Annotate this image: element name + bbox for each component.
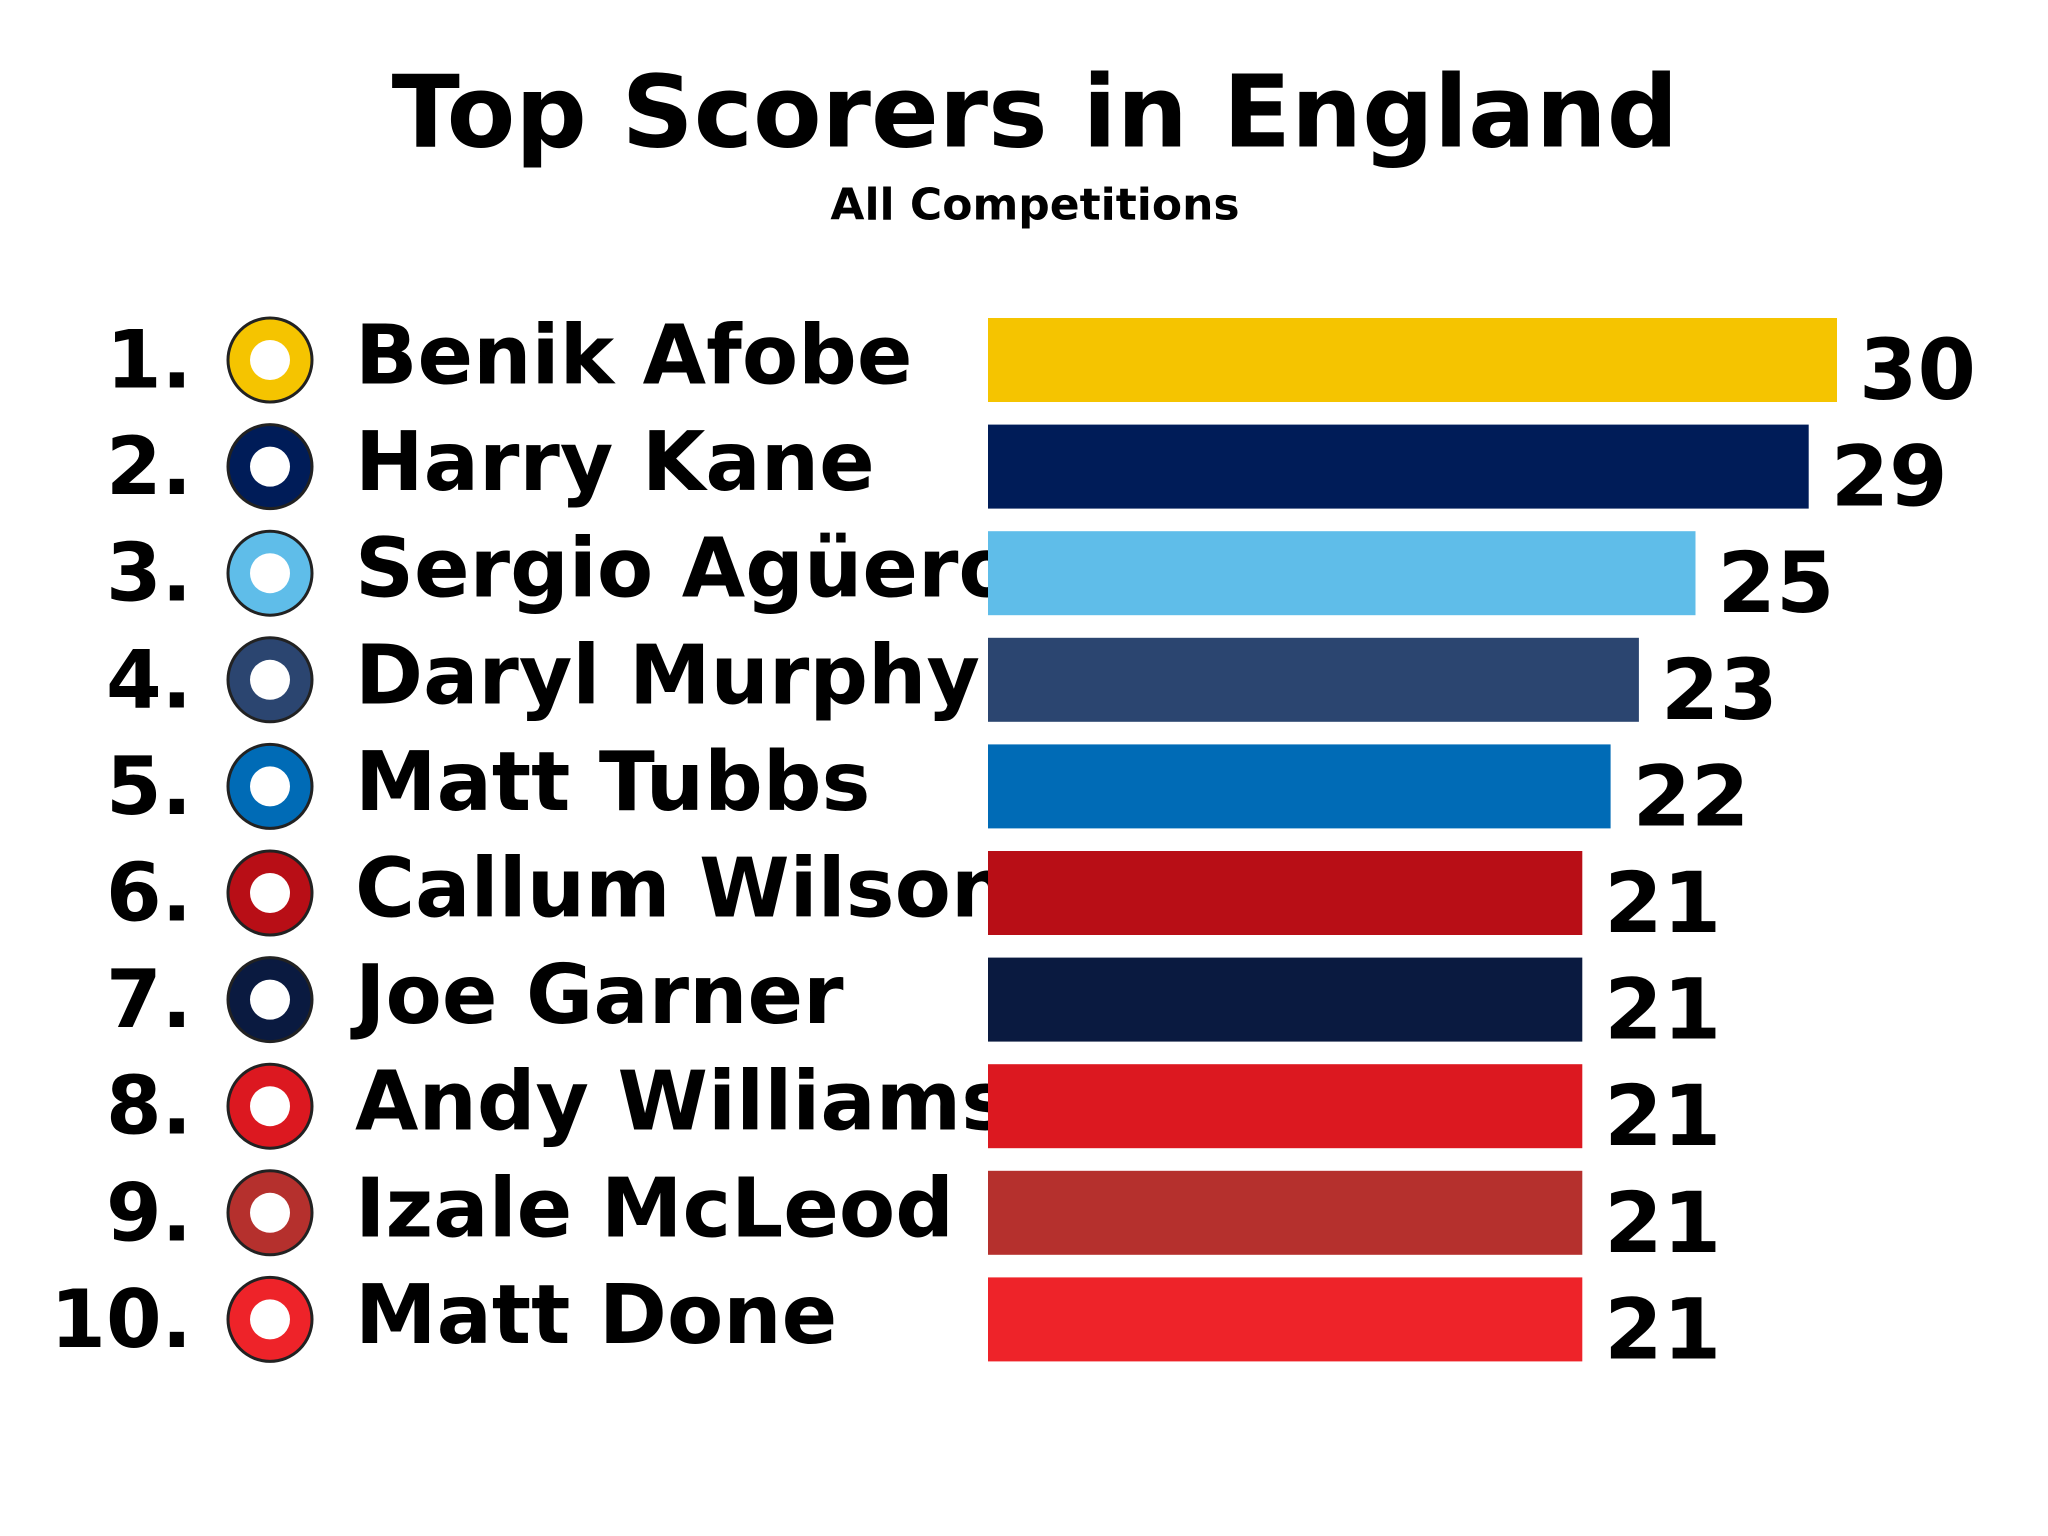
value-label: 21 bbox=[1604, 1280, 1721, 1378]
bar bbox=[988, 1277, 1583, 1362]
value-label: 21 bbox=[1604, 1067, 1721, 1165]
rank-label: 7. bbox=[106, 953, 192, 1046]
rank-label: 5. bbox=[106, 740, 192, 833]
rank-label: 10. bbox=[50, 1273, 192, 1366]
player-name: Andy Williams bbox=[355, 1055, 1010, 1150]
bar bbox=[988, 744, 1611, 829]
chart-subtitle: All Competitions bbox=[830, 180, 1239, 231]
bar bbox=[988, 318, 1837, 402]
player-name: Joe Garner bbox=[350, 948, 844, 1043]
value-label: 30 bbox=[1859, 321, 1976, 419]
club-badge-inner bbox=[250, 553, 290, 594]
value-label: 21 bbox=[1604, 854, 1721, 952]
value-label: 23 bbox=[1661, 641, 1778, 739]
value-label: 25 bbox=[1718, 534, 1835, 632]
player-name: Callum Wilson bbox=[355, 842, 1009, 937]
player-name: Harry Kane bbox=[355, 415, 875, 510]
club-badge-inner bbox=[250, 766, 290, 807]
bar bbox=[988, 424, 1809, 509]
value-label: 29 bbox=[1831, 428, 1948, 526]
value-label: 22 bbox=[1633, 747, 1750, 845]
player-name: Izale McLeod bbox=[355, 1161, 954, 1256]
rank-label: 3. bbox=[106, 527, 192, 620]
bar bbox=[988, 1064, 1583, 1149]
player-name: Benik Afobe bbox=[355, 309, 912, 404]
club-badge-inner bbox=[250, 1299, 290, 1340]
player-name: Matt Done bbox=[355, 1268, 837, 1363]
bar bbox=[988, 957, 1583, 1042]
club-badge-inner bbox=[250, 873, 290, 913]
rank-label: 4. bbox=[106, 633, 192, 726]
value-label: 21 bbox=[1604, 1174, 1721, 1272]
club-badge-inner bbox=[250, 446, 290, 487]
bar bbox=[988, 851, 1583, 935]
chart-title: Top Scorers in England bbox=[392, 54, 1679, 171]
value-label: 21 bbox=[1604, 961, 1721, 1059]
club-badge-inner bbox=[250, 979, 290, 1020]
bar bbox=[988, 1170, 1583, 1255]
player-name: Matt Tubbs bbox=[355, 735, 870, 830]
rank-label: 9. bbox=[106, 1166, 192, 1259]
rank-label: 6. bbox=[106, 847, 192, 940]
bar bbox=[988, 531, 1696, 616]
bar bbox=[988, 637, 1639, 722]
rank-label: 8. bbox=[106, 1060, 192, 1153]
club-badge-inner bbox=[250, 659, 290, 700]
player-name: Daryl Murphy bbox=[355, 628, 980, 723]
rank-label: 1. bbox=[106, 314, 192, 407]
player-name: Sergio Agüero bbox=[355, 522, 1015, 617]
club-badge-inner bbox=[250, 340, 290, 380]
rank-label: 2. bbox=[106, 420, 192, 513]
club-badge-inner bbox=[250, 1086, 290, 1127]
club-badge-inner bbox=[250, 1192, 290, 1233]
